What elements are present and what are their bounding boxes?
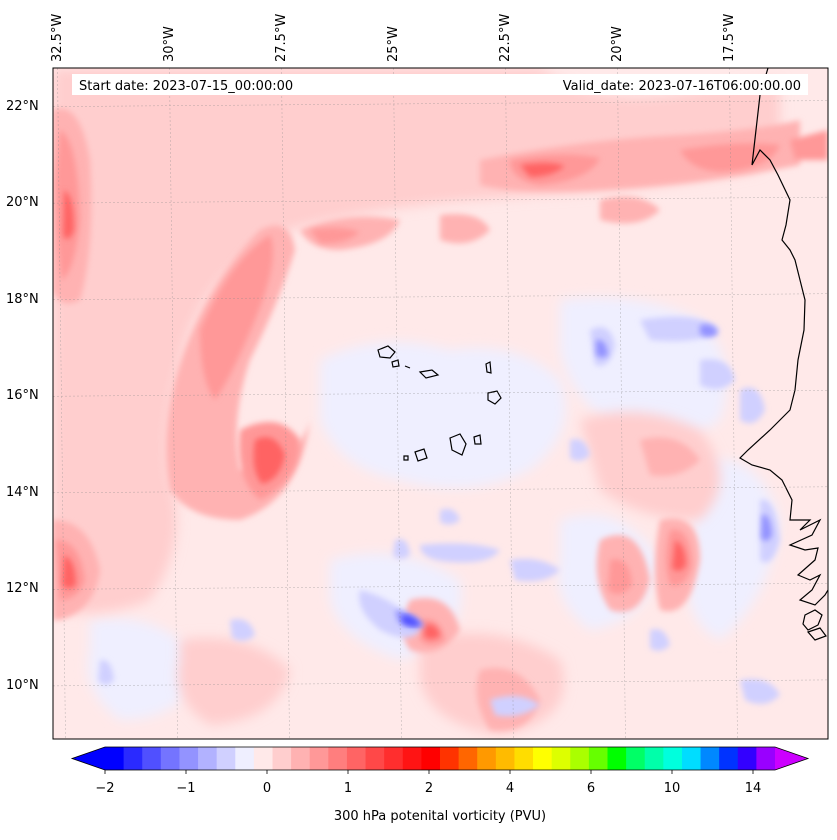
longitude-label: 30°W: [162, 26, 178, 62]
colorbar-tick-label: 14: [744, 781, 762, 796]
parallel-line: [53, 293, 828, 300]
colorbar-swatch: [570, 747, 590, 770]
colorbar-swatch: [384, 747, 404, 770]
colorbar-swatch: [681, 747, 702, 770]
colorbar-swatch: [626, 747, 646, 770]
latitude-label: 12°N: [6, 581, 39, 597]
colorbar-swatch: [458, 747, 478, 770]
colorbar-swatch: [588, 747, 608, 770]
colorbar-swatch: [123, 747, 143, 770]
colorbar-swatch: [737, 747, 757, 770]
latitude-label: 16°N: [6, 388, 39, 404]
colorbar-swatch: [272, 747, 292, 770]
longitude-label: 25°W: [386, 26, 402, 62]
latitude-label: 14°N: [6, 484, 39, 500]
colorbar-swatch: [421, 747, 441, 770]
cape-verde-islands: [377, 345, 502, 462]
colorbar-label: 300 hPa potenital vorticity (PVU): [333, 809, 547, 824]
colorbar-under-arrow: [72, 747, 105, 770]
latitude-label: 20°N: [6, 195, 39, 211]
colorbar-swatch: [663, 747, 683, 770]
colorbar-tick-label: 0: [262, 781, 272, 796]
parallel-line: [53, 679, 828, 687]
colorbar-swatch: [514, 747, 534, 770]
colorbar-swatch: [179, 747, 199, 770]
colorbar-over-arrow: [775, 747, 808, 770]
info-box: [72, 74, 808, 95]
colorbar-tick-label: 1: [343, 781, 353, 796]
latitude-label: 10°N: [6, 677, 39, 693]
parallel-line: [53, 196, 828, 204]
longitude-label: 27.5°W: [274, 13, 290, 62]
colorbar-swatch: [719, 747, 739, 770]
colorbar-swatch: [216, 747, 236, 770]
colorbar-swatch: [756, 747, 776, 770]
graticule: [53, 68, 828, 739]
colorbar-tick-label: 6: [586, 781, 596, 796]
colorbar-swatch: [533, 747, 553, 770]
valid-date-label: Valid_date: 2023-07-16T06:00:00.00: [562, 79, 801, 94]
colorbar-swatch: [142, 747, 162, 770]
colorbar-swatch: [253, 747, 273, 770]
colorbar-swatch: [607, 747, 627, 770]
colorbar: [70, 746, 810, 774]
longitude-label: 22.5°W: [498, 13, 514, 62]
colorbar-tick-label: 10: [663, 781, 681, 796]
parallel-line: [53, 100, 828, 107]
colorbar-swatch: [235, 747, 255, 770]
colorbar-tick-label: 2: [424, 781, 434, 796]
coastline: [739, 68, 828, 641]
latitude-label: 22°N: [6, 98, 39, 114]
colorbar-tick-label: −1: [176, 781, 196, 796]
parallel-line: [53, 583, 828, 590]
colorbar-swatch: [477, 747, 497, 770]
colorbar-swatch: [346, 747, 367, 770]
longitude-label: 32.5°W: [50, 13, 66, 62]
parallel-line: [53, 486, 828, 494]
longitude-label: 20°W: [610, 26, 626, 62]
colorbar-swatch: [105, 747, 125, 770]
colorbar-tick-label: −2: [95, 781, 115, 796]
colorbar-swatch: [700, 747, 720, 770]
colorbar-swatch: [160, 747, 180, 770]
colorbar-swatch: [291, 747, 311, 770]
colorbar-swatch: [309, 747, 329, 770]
colorbar-swatch: [551, 747, 571, 770]
latitude-label: 18°N: [6, 291, 39, 307]
longitude-label: 17.5°W: [722, 13, 738, 62]
map-frame: [52, 67, 829, 740]
colorbar-swatch: [365, 747, 385, 770]
parallel-line: [53, 390, 828, 397]
start-date-label: Start date: 2023-07-15_00:00:00: [79, 79, 294, 94]
colorbar-swatch: [328, 747, 348, 770]
colorbar-tick-label: 4: [505, 781, 515, 796]
colorbar-swatch: [198, 747, 218, 770]
pv-field: [53, 68, 828, 739]
colorbar-swatch: [402, 747, 422, 770]
colorbar-swatch: [495, 747, 515, 770]
colorbar-swatch: [644, 747, 664, 770]
colorbar-swatch: [440, 747, 460, 770]
